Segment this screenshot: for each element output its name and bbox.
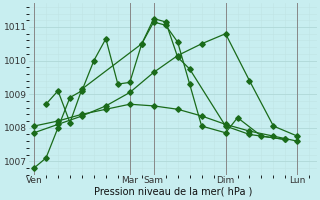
X-axis label: Pression niveau de la mer( hPa ): Pression niveau de la mer( hPa ): [94, 187, 252, 197]
